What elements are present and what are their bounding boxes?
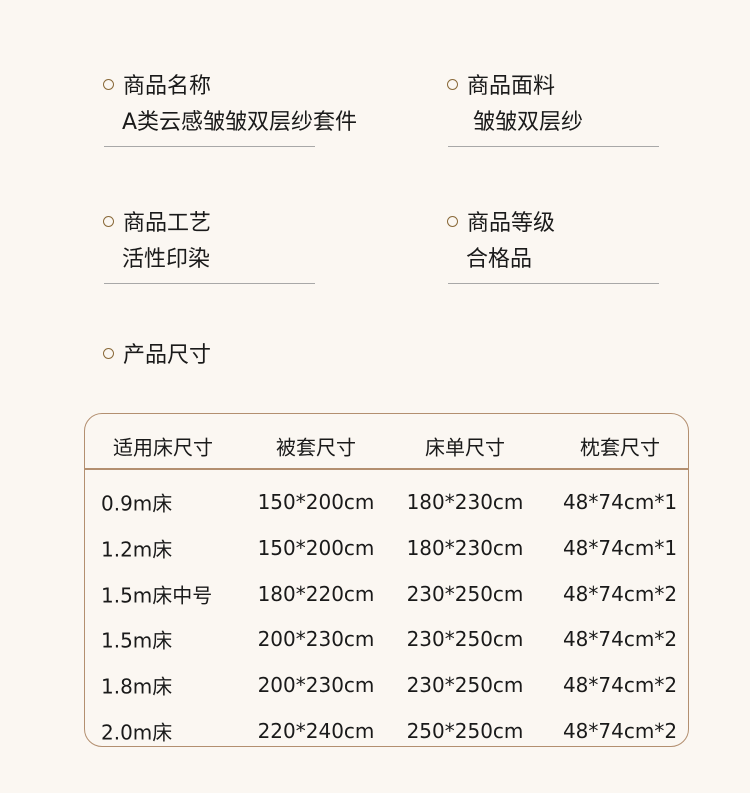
field-underline [448, 146, 659, 147]
field-value: 合格品 [466, 247, 533, 272]
table-cell: 1.5m床 [101, 628, 173, 653]
table-cell: 0.9m床 [101, 491, 173, 516]
table-cell: 1.8m床 [101, 674, 173, 699]
table-cell: 1.2m床 [101, 537, 173, 562]
circle-bullet-icon [447, 215, 458, 227]
table-cell: 48*74cm*2 [562, 582, 678, 606]
table-cell: 200*230cm [257, 627, 375, 651]
table-cell: 2.0m床 [101, 720, 173, 745]
field-value: A类云感皱皱双层纱套件 [122, 110, 358, 135]
table-cell: 150*200cm [257, 536, 375, 560]
field-value: 活性印染 [122, 247, 211, 272]
field-label: 商品工艺 [123, 211, 212, 236]
field-value: 皱皱双层纱 [473, 110, 584, 135]
size-table: 适用床尺寸 被套尺寸 床单尺寸 枕套尺寸 0.9m床 150*200cm 180*230cm… [84, 413, 689, 747]
table-header: 枕套尺寸 [580, 435, 660, 460]
table-cell: 48*74cm*1 [562, 536, 678, 560]
header-divider [85, 468, 688, 470]
table-cell: 230*250cm [406, 582, 524, 606]
table-cell: 180*230cm [406, 536, 524, 560]
table-header: 被套尺寸 [276, 435, 356, 460]
field-label: 商品等级 [467, 211, 556, 236]
table-cell: 150*200cm [257, 490, 375, 514]
circle-bullet-icon [103, 347, 114, 359]
table-cell: 250*250cm [406, 719, 524, 743]
table-cell: 48*74cm*2 [562, 673, 678, 697]
circle-bullet-icon [103, 78, 114, 90]
table-cell: 200*230cm [257, 673, 375, 697]
field-label: 商品面料 [467, 74, 556, 99]
table-cell: 1.5m床中号 [101, 583, 213, 608]
field-underline [448, 283, 659, 284]
table-cell: 48*74cm*2 [562, 719, 678, 743]
field-underline [104, 146, 315, 147]
circle-bullet-icon [447, 78, 458, 90]
circle-bullet-icon [103, 215, 114, 227]
table-cell: 48*74cm*2 [562, 627, 678, 651]
table-cell: 230*250cm [406, 673, 524, 697]
table-cell: 180*230cm [406, 490, 524, 514]
table-cell: 230*250cm [406, 627, 524, 651]
table-header: 适用床尺寸 [113, 435, 213, 460]
table-cell: 48*74cm*1 [562, 490, 678, 514]
field-underline [104, 283, 315, 284]
field-label: 商品名称 [123, 74, 212, 99]
table-header: 床单尺寸 [425, 435, 505, 460]
table-cell: 180*220cm [257, 582, 375, 606]
table-cell: 220*240cm [257, 719, 375, 743]
